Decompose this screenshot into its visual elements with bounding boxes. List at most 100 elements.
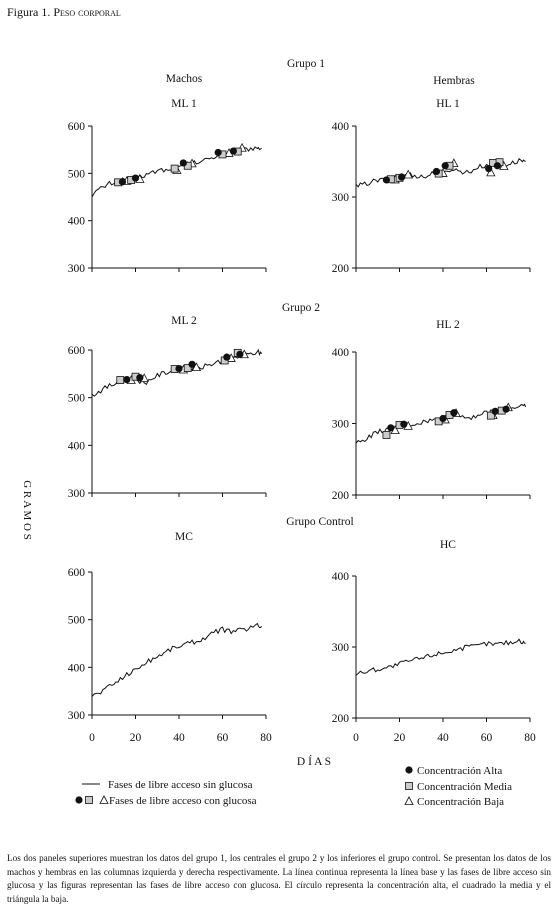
x-axis-title: D Í A S <box>297 754 331 768</box>
y-tick-label: 500 <box>68 393 86 405</box>
panel-title: MC <box>175 531 193 543</box>
group1-header: Grupo 1 <box>287 58 325 70</box>
high-concentration-point <box>450 409 458 417</box>
y-tick-label: 500 <box>68 168 86 180</box>
panel-title: ML 2 <box>171 315 197 327</box>
y-tick-label: 600 <box>68 567 86 579</box>
x-tick-label: 80 <box>260 732 272 744</box>
y-tick-label: 300 <box>332 419 350 431</box>
legend-symbol-triangle <box>99 795 109 804</box>
medium-concentration-point <box>382 431 391 439</box>
high-concentration-point <box>136 374 144 382</box>
figure-title-text: Peso corporal <box>53 5 121 19</box>
panel-1: HL 1 400 300 200 <box>332 98 531 275</box>
figure-caption: Los dos paneles superiores muestran los … <box>7 853 551 904</box>
y-tick-label: 400 <box>68 662 86 674</box>
y-tick-label: 300 <box>332 192 350 204</box>
panel-title: HL 1 <box>436 98 460 110</box>
x-tick-label: 80 <box>524 732 536 744</box>
panel-title: ML 1 <box>171 98 197 110</box>
x-tick-label: 0 <box>89 732 95 744</box>
y-tick-label: 400 <box>332 571 350 583</box>
high-concentration-point <box>485 165 493 173</box>
y-tick-label: 400 <box>68 216 86 228</box>
y-tick-label: 200 <box>332 490 350 502</box>
panel-title: HC <box>440 539 456 551</box>
legend-symbol-circle <box>75 796 83 804</box>
panel-3: HL 2 400 300 200 <box>332 319 531 502</box>
high-concentration-point <box>502 405 510 413</box>
y-tick-label: 500 <box>68 615 86 627</box>
high-concentration-point <box>175 364 183 373</box>
x-tick-label: 40 <box>173 732 185 744</box>
high-concentration-point <box>398 173 406 181</box>
legend-symbols-label: Fases de libre acceso con glucosa <box>109 795 257 807</box>
group-control-header: Grupo Control <box>286 516 353 528</box>
high-concentration-point <box>223 353 231 361</box>
high-concentration-point <box>188 360 196 368</box>
legend-low-label: Concentración Baja <box>417 796 504 808</box>
males-header: Machos <box>166 73 203 85</box>
x-tick-label: 20 <box>394 732 406 744</box>
figure-title: Figura 1. Peso corporal <box>7 5 121 20</box>
high-concentration-point <box>439 414 447 423</box>
high-concentration-point <box>131 174 140 182</box>
high-concentration-point <box>179 159 187 167</box>
x-tick-label: 40 <box>437 732 449 744</box>
high-concentration-point <box>493 162 501 170</box>
group2-header: Grupo 2 <box>282 302 320 314</box>
females-header: Hembras <box>433 75 475 87</box>
high-concentration-point <box>123 375 131 384</box>
high-concentration-point <box>229 147 237 155</box>
panel-2: ML 2 600 500 400 300 <box>68 315 267 500</box>
y-tick-label: 200 <box>332 263 350 275</box>
legend-line-label: Fases de libre acceso sin glucosa <box>108 779 253 791</box>
high-concentration-point <box>118 178 127 186</box>
y-tick-label: 200 <box>332 713 350 725</box>
baseline-series <box>91 348 263 397</box>
medium-concentration-point <box>183 364 192 373</box>
panel-title: HL 2 <box>436 319 460 331</box>
medium-concentration-point <box>116 376 125 384</box>
legend-high-marker <box>405 766 413 774</box>
legend-medium-label: Concentración Media <box>417 781 512 793</box>
legend-low-marker <box>404 796 414 805</box>
high-concentration-point <box>432 167 441 176</box>
y-tick-label: 400 <box>332 121 350 133</box>
y-tick-label: 300 <box>68 710 86 722</box>
low-concentration-point <box>403 169 413 179</box>
high-concentration-point <box>491 407 499 415</box>
high-concentration-point <box>387 424 395 432</box>
y-axis-title: G R A M O S <box>21 480 33 540</box>
high-concentration-point <box>236 350 244 358</box>
high-concentration-point <box>382 176 391 184</box>
high-concentration-point <box>441 162 449 170</box>
medium-concentration-point <box>486 411 495 420</box>
legend-symbol-square <box>85 796 93 804</box>
legend-high-label: Concentración Alta <box>417 765 502 777</box>
panel-0: ML 1 600 500 400 300 <box>68 98 267 275</box>
y-axis-title-text: G R A M O S <box>21 480 33 540</box>
baseline-series <box>355 638 526 676</box>
y-tick-label: 600 <box>68 121 86 133</box>
y-tick-label: 400 <box>68 440 86 452</box>
x-tick-label: 20 <box>130 732 142 744</box>
y-tick-label: 300 <box>332 642 350 654</box>
x-tick-label: 60 <box>481 732 493 744</box>
figure-chart: Grupo 1 Machos Hembras Grupo 2 Grupo Con… <box>21 58 536 808</box>
high-concentration-point <box>400 420 408 428</box>
figure-label: Figura 1. <box>7 5 51 19</box>
baseline-series <box>91 622 262 697</box>
high-concentration-point <box>214 148 222 157</box>
y-tick-label: 300 <box>68 263 86 275</box>
x-tick-label: 60 <box>217 732 229 744</box>
y-tick-label: 300 <box>68 488 86 500</box>
y-tick-label: 400 <box>332 347 350 359</box>
legend: Fases de libre acceso sin glucosa Fases … <box>75 765 512 808</box>
y-tick-label: 600 <box>68 345 86 357</box>
medium-concentration-point <box>170 164 179 173</box>
x-tick-label: 0 <box>353 732 359 744</box>
